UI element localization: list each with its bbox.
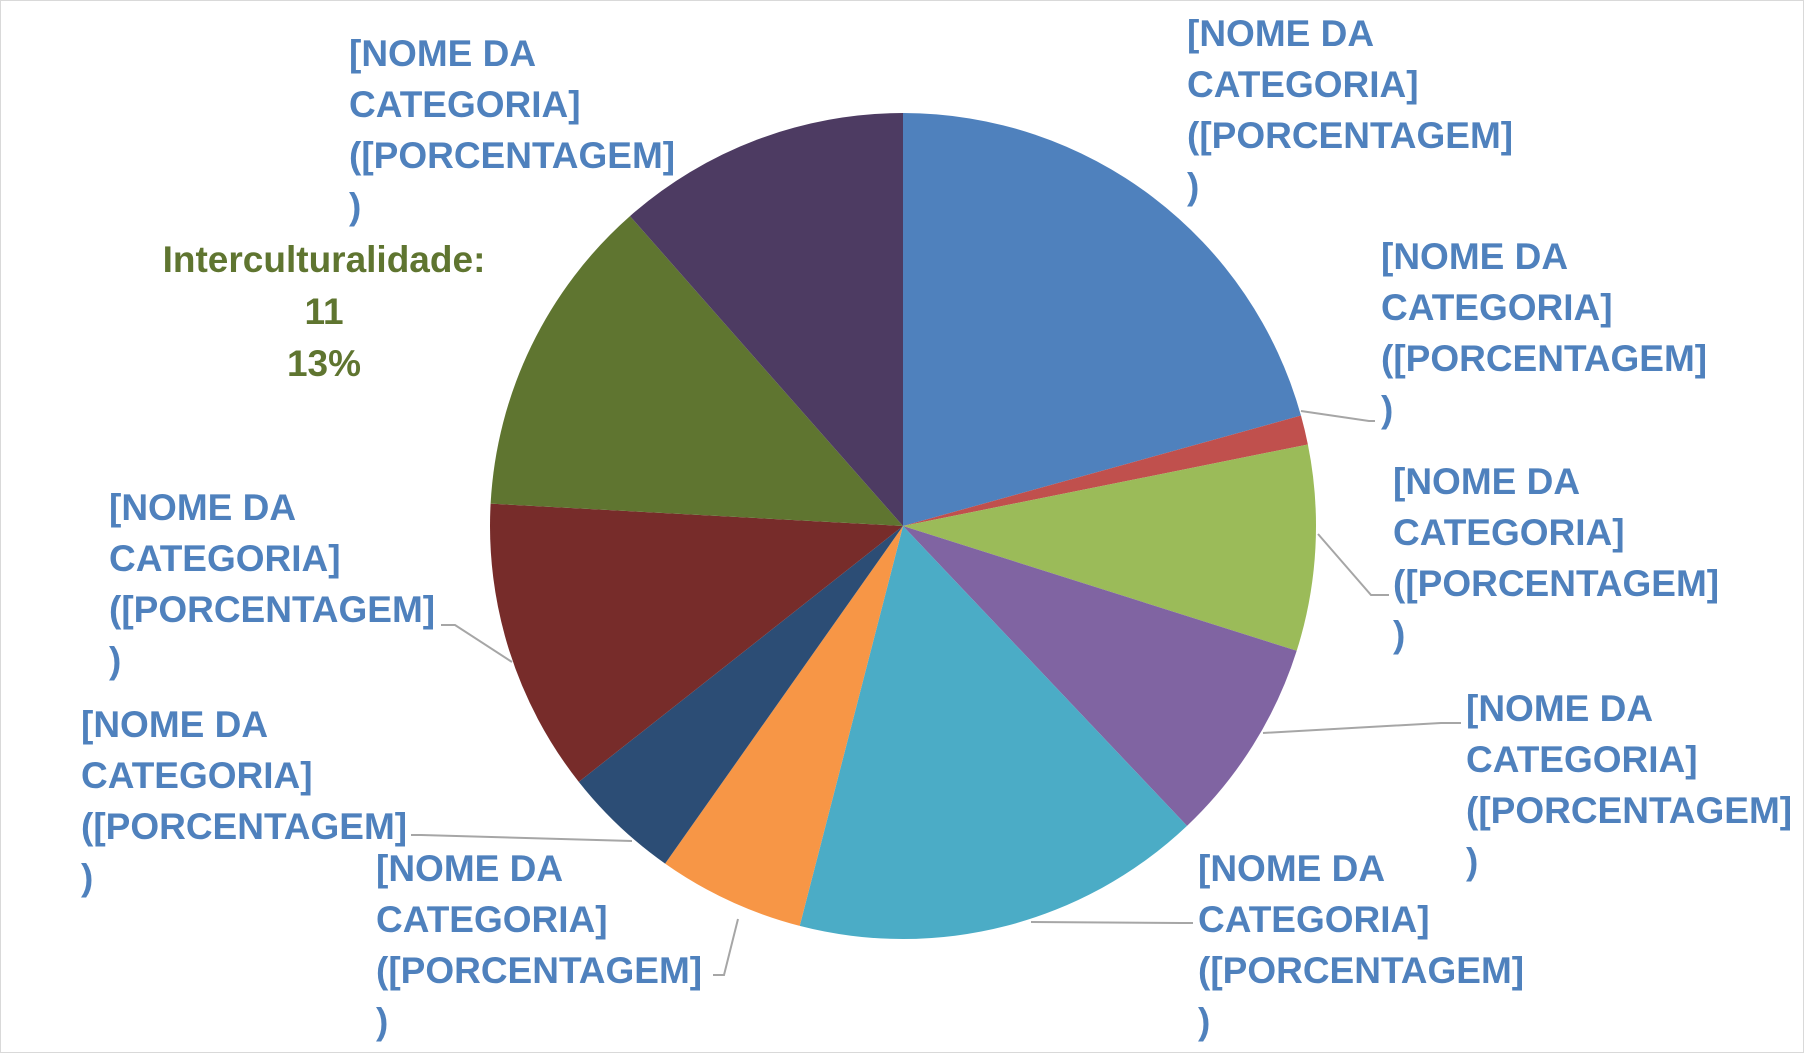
data-label-6-line-1: [NOME DA <box>376 848 563 889</box>
data-label-9: Interculturalidade: 11 13% <box>163 239 486 384</box>
data-label-2-line-4: ) <box>1381 389 1393 430</box>
data-label-8-line-2: CATEGORIA] <box>109 538 341 579</box>
data-label-3-line-4: ) <box>1393 614 1405 655</box>
leader-line-6 <box>713 918 739 976</box>
pie-slice-9 <box>490 216 903 527</box>
data-label-1-line-1: [NOME DA <box>1187 13 1374 54</box>
data-label-2: [NOME DA CATEGORIA] ([PORCENTAGEM]) <box>1381 236 1707 430</box>
data-label-6: [NOME DA CATEGORIA] ([PORCENTAGEM]) <box>376 848 702 1042</box>
data-label-7-line-3: ([PORCENTAGEM] <box>81 806 407 847</box>
data-label-9-line-1: Interculturalidade: <box>163 239 486 280</box>
data-label-3-line-2: CATEGORIA] <box>1393 512 1625 553</box>
data-label-10-line-2: CATEGORIA] <box>349 84 581 125</box>
data-label-3-line-3: ([PORCENTAGEM] <box>1393 563 1719 604</box>
leader-line-7 <box>411 834 633 842</box>
data-label-4-line-2: CATEGORIA] <box>1466 739 1698 780</box>
data-label-7: [NOME DA CATEGORIA] ([PORCENTAGEM]) <box>81 704 407 898</box>
pie-slice-8 <box>490 503 903 782</box>
data-label-8-line-1: [NOME DA <box>109 487 296 528</box>
data-label-5: [NOME DA CATEGORIA] ([PORCENTAGEM]) <box>1198 848 1524 1042</box>
data-label-5-line-1: [NOME DA <box>1198 848 1385 889</box>
data-label-7-line-4: ) <box>81 857 93 898</box>
data-label-10-line-4: ) <box>349 186 361 227</box>
data-label-2-line-3: ([PORCENTAGEM] <box>1381 338 1707 379</box>
data-label-5-line-2: CATEGORIA] <box>1198 899 1430 940</box>
leader-line-8 <box>441 624 513 663</box>
data-label-8-line-4: ) <box>109 640 121 681</box>
pie-slice-10 <box>629 113 903 526</box>
leader-line-4 <box>1262 722 1461 734</box>
data-label-6-line-2: CATEGORIA] <box>376 899 608 940</box>
slices-layer <box>490 113 1316 940</box>
data-label-6-line-3: ([PORCENTAGEM] <box>376 950 702 991</box>
pie-slice-2 <box>903 415 1308 526</box>
data-label-10-line-3: ([PORCENTAGEM] <box>349 135 675 176</box>
data-label-10-line-1: [NOME DA <box>349 33 536 74</box>
data-label-1: [NOME DA CATEGORIA] ([PORCENTAGEM]) <box>1187 13 1513 207</box>
data-label-8: [NOME DA CATEGORIA] ([PORCENTAGEM]) <box>109 487 435 681</box>
data-label-7-line-2: CATEGORIA] <box>81 755 313 796</box>
labels-layer: [NOME DA CATEGORIA] ([PORCENTAGEM])[NOME D… <box>81 13 1792 1042</box>
leader-lines-layer <box>411 410 1461 976</box>
data-label-4-line-1: [NOME DA <box>1466 688 1653 729</box>
data-label-9-line-2: 11 <box>304 291 343 332</box>
data-label-4: [NOME DA CATEGORIA] ([PORCENTAGEM]) <box>1466 688 1792 882</box>
leader-line-2 <box>1300 410 1375 422</box>
data-label-4-line-3: ([PORCENTAGEM] <box>1466 790 1792 831</box>
data-label-1-line-2: CATEGORIA] <box>1187 64 1419 105</box>
data-label-9-line-3: 13% <box>287 343 361 384</box>
pie-slice-7 <box>578 526 903 864</box>
data-label-2-line-2: CATEGORIA] <box>1381 287 1613 328</box>
data-label-3: [NOME DA CATEGORIA] ([PORCENTAGEM]) <box>1393 461 1719 655</box>
pie-slice-1 <box>903 113 1301 526</box>
leader-line-3 <box>1317 533 1389 596</box>
data-label-5-line-3: ([PORCENTAGEM] <box>1198 950 1524 991</box>
data-label-4-line-4: ) <box>1466 841 1478 882</box>
data-label-3-line-1: [NOME DA <box>1393 461 1580 502</box>
pie-slice-6 <box>665 526 903 926</box>
data-label-8-line-3: ([PORCENTAGEM] <box>109 589 435 630</box>
pie-slice-4 <box>903 526 1297 826</box>
data-label-7-line-1: [NOME DA <box>81 704 268 745</box>
data-label-1-line-4: ) <box>1187 166 1199 207</box>
data-label-6-line-4: ) <box>376 1001 388 1042</box>
data-label-2-line-1: [NOME DA <box>1381 236 1568 277</box>
data-label-10: [NOME DA CATEGORIA] ([PORCENTAGEM]) <box>349 33 675 227</box>
pie-slice-5 <box>799 526 1188 940</box>
data-label-5-line-4: ) <box>1198 1001 1210 1042</box>
leader-line-5 <box>1030 921 1193 924</box>
data-label-1-line-3: ([PORCENTAGEM] <box>1187 115 1513 156</box>
pie-slice-3 <box>903 444 1316 651</box>
